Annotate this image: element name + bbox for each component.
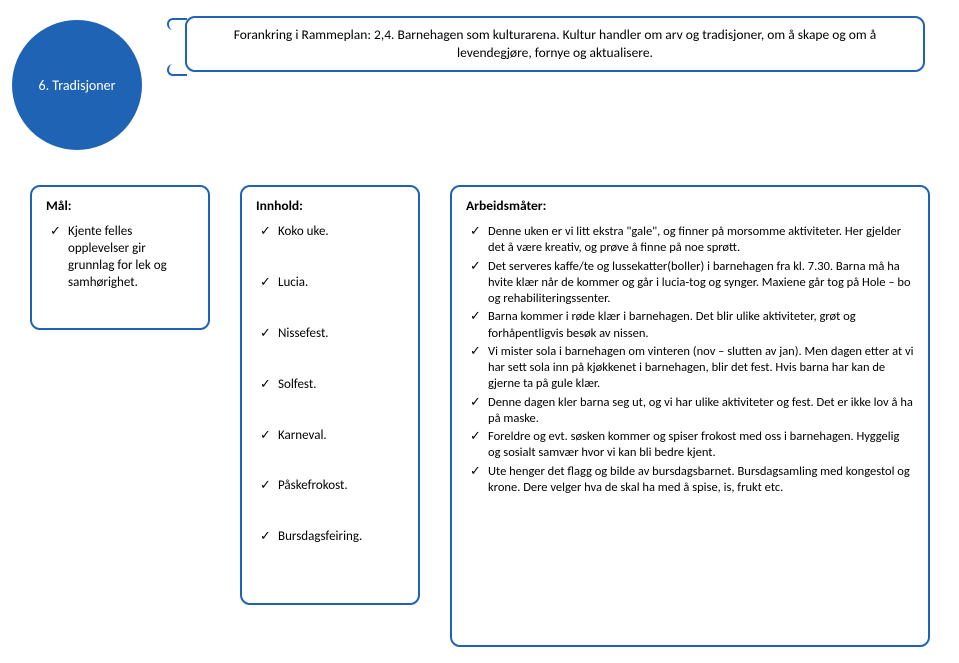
list-item: Lucia. (256, 275, 404, 292)
arbeid-list: Denne uken er vi litt ekstra "gale", og … (466, 224, 914, 496)
list-item: Nissefest. (256, 326, 404, 343)
list-item: Vi mister sola i barnehagen om vinteren … (466, 344, 914, 393)
mal-list: Kjente felles opplevelser gir grunnlag f… (46, 224, 194, 292)
list-item: Solfest. (256, 377, 404, 394)
header-text: Forankring i Rammeplan: 2,4. Barnehagen … (234, 26, 876, 61)
topic-circle-label: 6. Tradisjoner (38, 77, 115, 94)
mal-column: Mål: Kjente felles opplevelser gir grunn… (30, 185, 210, 330)
innhold-title: Innhold: (256, 197, 404, 214)
mal-title: Mål: (46, 197, 194, 214)
list-item: Denne uken er vi litt ekstra "gale", og … (466, 224, 914, 257)
list-item: Det serveres kaffe/te og lussekatter(bol… (466, 259, 914, 308)
list-item: Ute henger det flagg og bilde av bursdag… (466, 464, 914, 497)
topic-circle: 6. Tradisjoner (12, 20, 142, 150)
innhold-list: Koko uke. Lucia. Nissefest. Solfest. Kar… (256, 224, 404, 546)
arbeid-column: Arbeidsmåter: Denne uken er vi litt ekst… (450, 185, 930, 647)
header-box: Forankring i Rammeplan: 2,4. Barnehagen … (185, 16, 925, 72)
innhold-column: Innhold: Koko uke. Lucia. Nissefest. Sol… (240, 185, 420, 605)
list-item: Påskefrokost. (256, 478, 404, 495)
list-item: Bursdagsfeiring. (256, 529, 404, 546)
list-item: Foreldre og evt. søsken kommer og spiser… (466, 429, 914, 462)
list-item: Karneval. (256, 428, 404, 445)
list-item: Barna kommer i røde klær i barnehagen. D… (466, 309, 914, 342)
header-bracket (167, 18, 185, 76)
list-item: Denne dagen kler barna seg ut, og vi har… (466, 395, 914, 428)
list-item: Kjente felles opplevelser gir grunnlag f… (46, 224, 194, 292)
list-item: Koko uke. (256, 224, 404, 241)
arbeid-title: Arbeidsmåter: (466, 197, 914, 214)
